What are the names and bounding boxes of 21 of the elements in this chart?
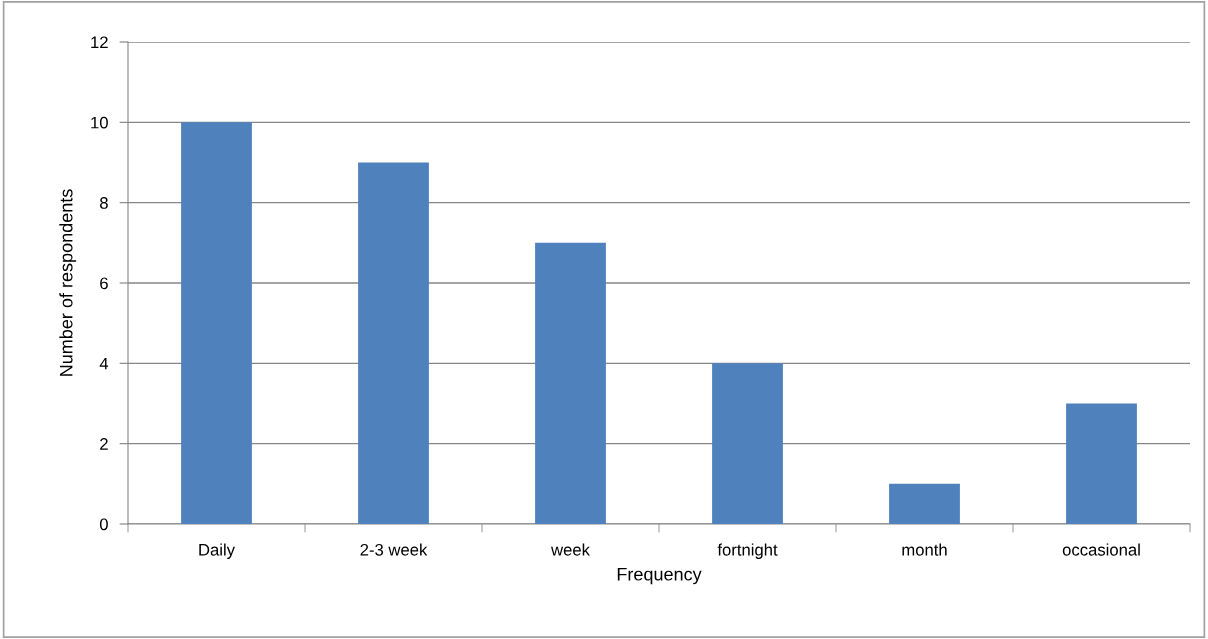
y-tick-label: 6 <box>100 277 108 290</box>
bar <box>1066 403 1137 524</box>
bar <box>181 122 252 524</box>
y-tick-label: 10 <box>91 116 108 129</box>
x-tick-label: fortnight <box>717 543 778 559</box>
bar <box>535 242 606 524</box>
y-tick-label: 12 <box>91 36 108 49</box>
y-tick-label: 2 <box>100 438 108 450</box>
x-tick-label: Daily <box>199 543 235 559</box>
x-tick-label: occasional <box>1062 543 1140 556</box>
y-axis-title: Number of respondents <box>59 189 77 376</box>
bar <box>712 363 783 524</box>
bar <box>889 483 960 524</box>
y-tick-label: 0 <box>99 518 108 531</box>
y-tick-label: 4 <box>99 357 109 370</box>
x-tick-label: month <box>902 543 947 556</box>
bar <box>358 162 429 524</box>
x-tick-label: 2-3 week <box>360 543 428 556</box>
x-axis-title: Frequency <box>617 567 702 585</box>
y-tick-label: 8 <box>100 197 108 209</box>
x-tick-label: week <box>551 543 590 556</box>
